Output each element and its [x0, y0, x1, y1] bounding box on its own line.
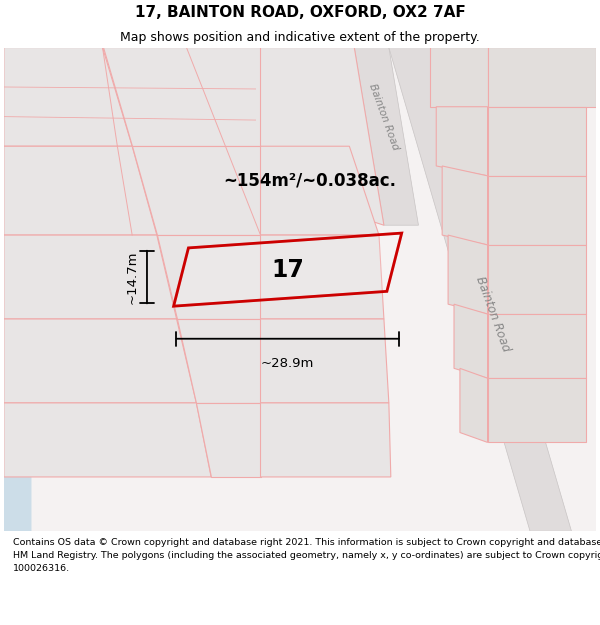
Polygon shape — [4, 403, 211, 477]
Polygon shape — [488, 378, 586, 442]
Text: Map shows position and indicative extent of the property.: Map shows position and indicative extent… — [120, 31, 480, 44]
Text: ~14.7m: ~14.7m — [126, 250, 139, 304]
Polygon shape — [132, 146, 260, 235]
Text: ~28.9m: ~28.9m — [261, 356, 314, 369]
Text: ~154m²/~0.038ac.: ~154m²/~0.038ac. — [223, 172, 397, 190]
Polygon shape — [4, 146, 157, 235]
Polygon shape — [488, 48, 596, 107]
Polygon shape — [488, 314, 586, 378]
Polygon shape — [442, 166, 488, 245]
Polygon shape — [260, 48, 384, 225]
Polygon shape — [4, 319, 196, 403]
Text: Contains OS data © Crown copyright and database right 2021. This information is : Contains OS data © Crown copyright and d… — [13, 538, 600, 572]
Polygon shape — [4, 48, 132, 146]
Polygon shape — [4, 245, 31, 531]
Polygon shape — [488, 245, 586, 314]
Polygon shape — [454, 304, 488, 378]
Polygon shape — [430, 48, 488, 107]
Polygon shape — [488, 48, 596, 107]
Polygon shape — [460, 368, 488, 442]
Polygon shape — [4, 235, 176, 319]
Polygon shape — [157, 235, 260, 319]
Polygon shape — [260, 319, 389, 403]
Text: Bainton Road: Bainton Road — [473, 274, 512, 354]
Polygon shape — [488, 176, 586, 245]
Text: 17: 17 — [271, 258, 304, 282]
Text: Bainton Road: Bainton Road — [367, 82, 401, 151]
Polygon shape — [260, 146, 379, 235]
Polygon shape — [196, 403, 260, 477]
Polygon shape — [389, 48, 571, 531]
Polygon shape — [103, 48, 260, 146]
Text: 17, BAINTON ROAD, OXFORD, OX2 7AF: 17, BAINTON ROAD, OXFORD, OX2 7AF — [134, 6, 466, 21]
Polygon shape — [436, 107, 488, 176]
Polygon shape — [448, 235, 488, 314]
Polygon shape — [488, 107, 586, 176]
Polygon shape — [354, 48, 418, 225]
Polygon shape — [173, 233, 401, 306]
Polygon shape — [260, 403, 391, 477]
Polygon shape — [260, 235, 384, 319]
Polygon shape — [176, 319, 260, 403]
